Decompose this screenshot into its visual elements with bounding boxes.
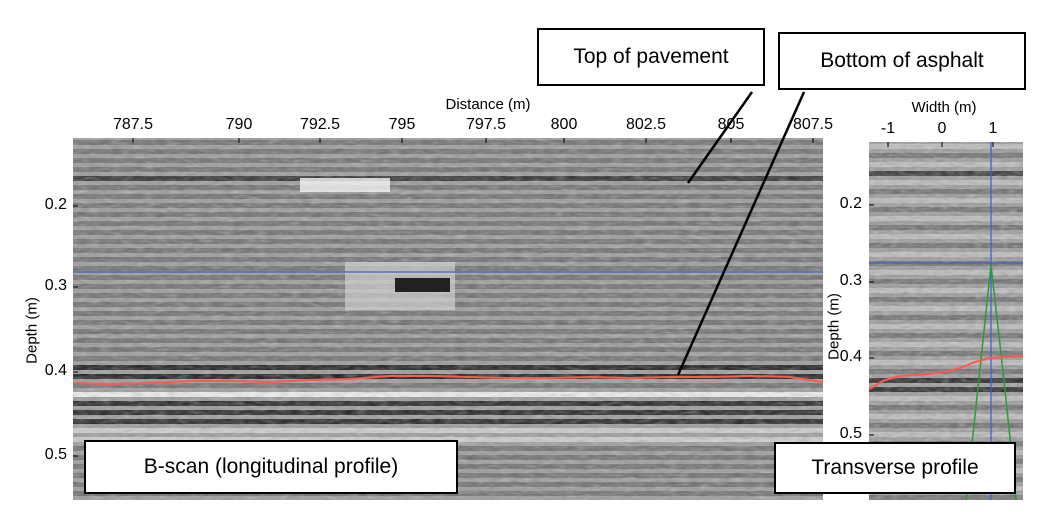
transverse-y_ticks-2: 0.4 — [839, 348, 862, 365]
bottom-of-asphalt-callout: Bottom of asphalt — [778, 32, 1026, 90]
transverse-bottom-of-asphalt-line — [868, 355, 1024, 390]
transverse-y_ticks-1: 0.3 — [839, 272, 862, 289]
bscan-y_ticks-1: 0.3 — [44, 277, 67, 294]
bscan-x_ticks-0: 787.5 — [112, 116, 154, 133]
bscan-caption: B-scan (longitudinal profile) — [84, 440, 458, 494]
bscan-x_ticks-5: 800 — [550, 116, 578, 133]
transverse-tick-marks — [869, 142, 994, 436]
bscan-x_ticks-3: 795 — [388, 116, 416, 133]
transverse-radargram — [868, 142, 1024, 501]
top-of-pavement-leader — [686, 91, 754, 184]
bscan-x-axis-title: Distance (m) — [445, 96, 531, 113]
bscan-x_ticks-7: 805 — [717, 116, 745, 133]
bscan-y_ticks-3: 0.5 — [44, 446, 67, 463]
transverse-y-axis-title: Depth (m) — [825, 293, 843, 360]
top-of-pavement-callout: Top of pavement — [537, 28, 765, 86]
transverse-x_ticks-1: 0 — [937, 120, 947, 137]
bottom-of-asphalt-leader — [676, 91, 806, 376]
bscan-x_ticks-1: 790 — [225, 116, 253, 133]
bscan-x_ticks-4: 797.5 — [465, 116, 507, 133]
transverse-y_ticks-0: 0.2 — [839, 195, 862, 212]
bscan-bottom-of-asphalt-line — [72, 374, 824, 386]
bscan-radargram — [72, 138, 824, 500]
bscan-tick-marks — [73, 138, 814, 457]
bscan-x_ticks-8: 807.5 — [792, 116, 834, 133]
transverse-caption: Transverse profile — [774, 442, 1016, 494]
transverse-x_ticks-0: -1 — [880, 120, 896, 137]
bscan-x_ticks-2: 792.5 — [299, 116, 341, 133]
bscan-y_ticks-0: 0.2 — [44, 196, 67, 213]
bscan-y_ticks-2: 0.4 — [44, 362, 67, 379]
transverse-x-axis-title: Width (m) — [911, 99, 977, 116]
transverse-x_ticks-2: 1 — [988, 120, 998, 137]
bscan-y-axis-title: Depth (m) — [23, 297, 41, 364]
bscan-x_ticks-6: 802.5 — [625, 116, 667, 133]
transverse-y_ticks-3: 0.5 — [839, 425, 862, 442]
